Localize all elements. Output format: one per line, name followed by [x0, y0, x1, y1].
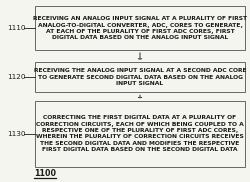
Text: 1130: 1130	[7, 131, 26, 137]
Bar	[35, 101, 245, 167]
Text: 1110: 1110	[7, 25, 26, 31]
Text: RECEIVING THE ANALOG INPUT SIGNAL AT A SECOND ADC CORE
TO GENERATE SECOND DIGITA: RECEIVING THE ANALOG INPUT SIGNAL AT A S…	[34, 68, 246, 86]
Bar	[35, 62, 245, 92]
Text: CORRECTING THE FIRST DIGITAL DATA AT A PLURALITY OF
CORRECTION CIRCUITS, EACH OF: CORRECTING THE FIRST DIGITAL DATA AT A P…	[36, 115, 244, 152]
Text: 1100: 1100	[34, 169, 56, 178]
Text: 1120: 1120	[7, 74, 26, 80]
Bar	[35, 6, 245, 50]
Text: RECEIVING AN ANALOG INPUT SIGNAL AT A PLURALITY OF FIRST
ANALOG-TO-DIGITAL CONVE: RECEIVING AN ANALOG INPUT SIGNAL AT A PL…	[33, 16, 247, 40]
